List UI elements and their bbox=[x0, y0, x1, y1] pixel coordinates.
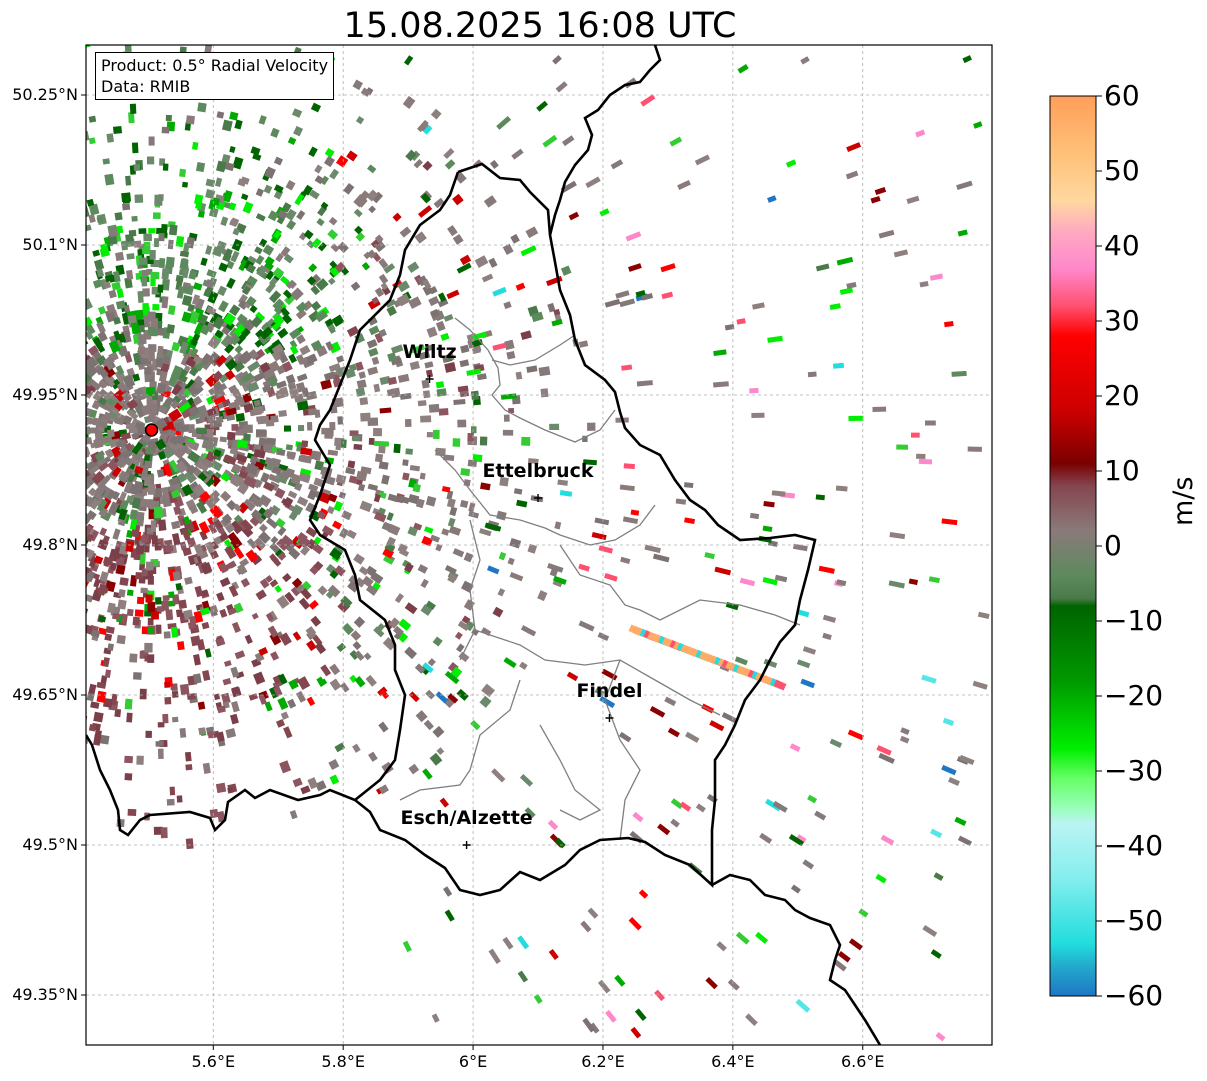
city-label: Esch/Alzette bbox=[400, 807, 533, 829]
lon-tick-label: 6°E bbox=[458, 1052, 488, 1071]
colorbar-tick-label: −20 bbox=[1104, 679, 1164, 712]
colorbar-unit-label: m/s bbox=[1168, 476, 1199, 526]
lat-tick-label: 49.65°N bbox=[12, 685, 78, 704]
map-title: 15.08.2025 16:08 UTC bbox=[343, 6, 737, 46]
colorbar-tick-label: 50 bbox=[1104, 154, 1140, 187]
data-source-label: Data: RMIB bbox=[101, 77, 191, 96]
radar-echoes bbox=[86, 45, 990, 1042]
lat-tick-label: 49.5°N bbox=[22, 835, 78, 854]
colorbar-tick-label: 0 bbox=[1104, 529, 1122, 562]
colorbar-tick-label: 10 bbox=[1104, 454, 1140, 487]
product-info-box: Product: 0.5° Radial Velocity Data: RMIB bbox=[95, 52, 335, 100]
radar-site-marker bbox=[144, 423, 159, 437]
colorbar-tick-label: 60 bbox=[1104, 79, 1140, 112]
city-marker bbox=[462, 841, 471, 849]
lat-tick-label: 50.25°N bbox=[12, 85, 78, 104]
colorbar-tick-label: −30 bbox=[1104, 754, 1164, 787]
lat-tick-label: 49.95°N bbox=[12, 385, 78, 404]
lon-tick-label: 6.6°E bbox=[840, 1052, 885, 1071]
colorbar-tick-label: 30 bbox=[1104, 304, 1140, 337]
lon-tick-label: 5.6°E bbox=[191, 1052, 236, 1071]
city-marker bbox=[534, 494, 543, 502]
country-border-germany bbox=[548, 45, 882, 1045]
colorbar-tick-marks bbox=[1096, 95, 1102, 997]
lon-tick-label: 6.4°E bbox=[711, 1052, 755, 1071]
product-label: Product: 0.5° Radial Velocity bbox=[101, 56, 329, 75]
country-border-luxembourg-north bbox=[308, 171, 460, 802]
city-marker bbox=[425, 375, 434, 383]
lon-tick-label: 5.8°E bbox=[321, 1052, 365, 1071]
city-label: Findel bbox=[576, 680, 643, 702]
colorbar bbox=[1049, 95, 1097, 997]
lat-lon-grid bbox=[86, 45, 992, 1045]
city-label: Wiltz bbox=[402, 341, 457, 363]
colorbar-tick-label: −40 bbox=[1104, 829, 1164, 862]
y-tick-marks bbox=[81, 94, 86, 996]
city-markers bbox=[425, 375, 614, 849]
lat-tick-label: 49.35°N bbox=[12, 985, 78, 1004]
colorbar-tick-label: −10 bbox=[1104, 604, 1164, 637]
lat-tick-label: 50.1°N bbox=[22, 235, 78, 254]
colorbar-tick-label: 40 bbox=[1104, 229, 1140, 262]
canton-boundaries bbox=[399, 317, 801, 841]
colorbar-tick-label: −60 bbox=[1104, 979, 1164, 1012]
city-label: Ettelbruck bbox=[482, 460, 594, 482]
borders bbox=[86, 45, 882, 1045]
city-marker bbox=[605, 714, 614, 722]
lon-tick-label: 6.2°E bbox=[581, 1052, 625, 1071]
lat-tick-label: 49.8°N bbox=[22, 535, 78, 554]
x-tick-marks bbox=[212, 1045, 864, 1050]
colorbar-tick-label: −50 bbox=[1104, 904, 1164, 937]
radar-site-dot bbox=[144, 423, 159, 437]
colorbar-tick-label: 20 bbox=[1104, 379, 1140, 412]
